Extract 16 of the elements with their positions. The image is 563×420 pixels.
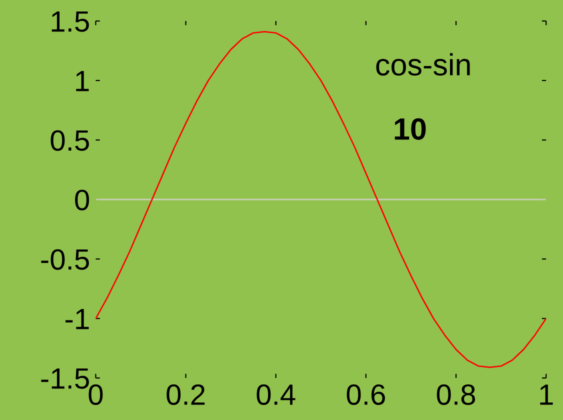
y-tick-label: -1 xyxy=(66,309,89,330)
y-tick-label: -0.5 xyxy=(41,249,89,270)
x-tick-label: 0.2 xyxy=(166,384,205,405)
y-tick-label: 1 xyxy=(76,71,89,92)
annotation: 10 xyxy=(394,118,426,140)
x-tick-label: 0.6 xyxy=(346,384,385,405)
annotation: cos-sin xyxy=(376,53,470,76)
x-tick-label: 0.8 xyxy=(436,384,476,405)
y-tick-label: 0 xyxy=(75,190,90,210)
x-tick-label: 0 xyxy=(88,384,103,405)
y-tick-label: -1.5 xyxy=(41,368,89,389)
y-tick-label: 0.5 xyxy=(50,130,89,151)
y-tick-label: 1.5 xyxy=(52,12,89,32)
x-tick-label: 0.4 xyxy=(256,384,296,405)
line-series xyxy=(96,31,546,368)
x-tick-label: 1 xyxy=(540,384,553,405)
